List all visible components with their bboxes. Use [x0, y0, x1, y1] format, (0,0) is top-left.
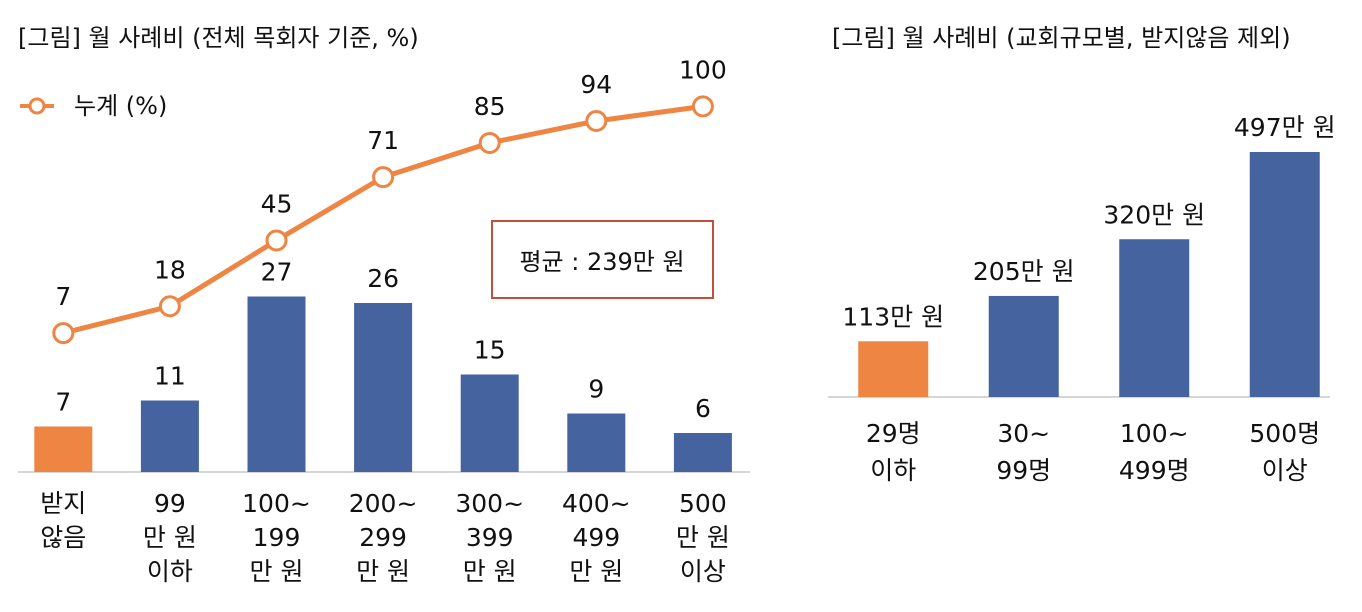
x-tick-label-2-line-1: 199	[253, 523, 301, 552]
size-x-tick-label-2-line-0: 100~	[1120, 419, 1189, 448]
cumulative-value-label-6: 100	[679, 55, 727, 84]
cumulative-value-label-1: 18	[154, 255, 186, 284]
cumulative-value-label-0: 7	[55, 282, 71, 311]
x-tick-label-2-line-2: 만 원	[250, 557, 304, 586]
bar-4	[460, 374, 519, 472]
size-bar-value-label-2: 320만 원	[1103, 200, 1205, 229]
average-annotation-box	[491, 220, 714, 299]
right-chart-title: [그림] 월 사례비 (교회규모별, 받지않음 제외)	[832, 24, 1291, 52]
cumulative-point-2	[265, 229, 288, 252]
x-tick-label-3-line-0: 200~	[349, 489, 418, 518]
cumulative-point-4	[478, 131, 501, 154]
bar-0	[34, 426, 93, 472]
right-chart: [그림] 월 사례비 (교회규모별, 받지않음 제외) 113만 원 205만 원…	[828, 24, 1336, 485]
size-x-tick-label-0-line-1: 이하	[870, 456, 916, 485]
size-bar-0	[858, 341, 929, 397]
x-tick-label-0-line-1: 않음	[40, 523, 86, 552]
x-tick-label-1-line-0: 99	[154, 489, 186, 518]
bar-value-label-0: 7	[55, 388, 71, 417]
x-tick-label-6-line-1: 만 원	[676, 523, 730, 552]
size-x-tick-label-1-line-0: 30~	[997, 419, 1050, 448]
legend-label: 누계 (%)	[74, 92, 167, 120]
x-tick-label-6-line-2: 이상	[680, 557, 726, 586]
bar-value-label-1: 11	[154, 362, 186, 391]
size-bar-value-label-3: 497만 원	[1234, 113, 1336, 142]
cumulative-point-6	[691, 95, 714, 118]
x-tick-label-5-line-0: 400~	[562, 489, 631, 518]
bar-value-label-4: 15	[474, 336, 506, 365]
legend: 누계 (%)	[20, 92, 167, 120]
left-chart-title: [그림] 월 사례비 (전체 목회자 기준, %)	[18, 24, 419, 52]
cumulative-value-label-2: 45	[261, 189, 293, 218]
bar-value-label-2: 27	[261, 258, 293, 287]
cumulative-point-5	[585, 110, 608, 132]
x-tick-label-5-line-1: 499	[572, 523, 620, 552]
size-x-tick-label-3-line-1: 이상	[1262, 456, 1308, 485]
x-tick-label-2-line-0: 100~	[242, 489, 311, 518]
size-x-tick-label-3-line-0: 500명	[1249, 419, 1320, 448]
legend-marker-swatch	[28, 97, 46, 115]
cumulative-point-0	[52, 322, 75, 345]
size-x-tick-label-1-line-1: 99명	[996, 456, 1051, 485]
x-tick-label-1-line-2: 이하	[147, 557, 193, 586]
size-bar-value-label-1: 205만 원	[973, 257, 1075, 286]
x-tick-label-4-line-0: 300~	[455, 489, 524, 518]
average-annotation: 평균 : 239만 원	[491, 220, 714, 299]
x-tick-label-4-line-1: 399	[466, 523, 514, 552]
size-bar-1	[988, 295, 1059, 397]
cumulative-value-label-5: 94	[580, 70, 612, 99]
x-tick-label-0-line-0: 받지	[40, 489, 86, 518]
cumulative-value-label-3: 71	[367, 126, 399, 155]
size-x-tick-label-0-line-0: 29명	[866, 419, 921, 448]
cumulative-point-3	[372, 166, 395, 189]
size-bar-2	[1119, 239, 1190, 397]
x-tick-label-4-line-2: 만 원	[463, 557, 517, 586]
x-tick-label-3-line-2: 만 원	[356, 557, 410, 586]
average-annotation-text: 평균 : 239만 원	[519, 248, 684, 276]
bar-6	[673, 433, 732, 472]
size-x-tick-label-2-line-1: 499명	[1119, 456, 1190, 485]
bar-value-label-6: 6	[695, 394, 711, 423]
x-tick-label-1-line-1: 만 원	[143, 523, 197, 552]
bar-2	[247, 296, 306, 472]
size-bar-value-label-0: 113만 원	[842, 302, 944, 331]
x-tick-label-6-line-0: 500	[679, 489, 727, 518]
bar-1	[140, 400, 199, 472]
bar-5	[567, 413, 626, 472]
x-tick-label-3-line-1: 299	[359, 523, 407, 552]
bar-value-label-3: 26	[367, 264, 399, 293]
left-chart: [그림] 월 사례비 (전체 목회자 기준, %) 누계 (%) 7 11 27 26…	[18, 24, 750, 586]
cumulative-value-label-4: 85	[474, 92, 506, 121]
bar-3	[354, 303, 413, 472]
size-bar-3	[1249, 152, 1320, 397]
bar-value-label-5: 9	[588, 375, 604, 404]
x-tick-label-5-line-2: 만 원	[569, 557, 623, 586]
cumulative-point-1	[158, 295, 181, 318]
